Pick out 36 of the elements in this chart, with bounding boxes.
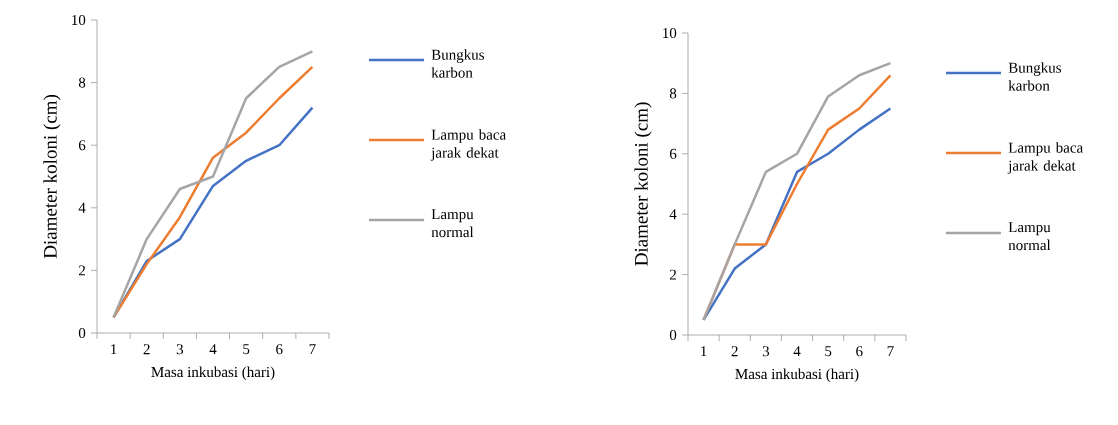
x-tick-label: 6: [856, 346, 863, 357]
x-tick-label: 7: [887, 346, 894, 357]
legend-label: Bungkus karbon: [1008, 62, 1062, 91]
y-axis-title: Diameter koloni (cm): [43, 95, 61, 259]
legend-label: Lampu baca jarak dekat: [430, 129, 506, 161]
x-tick-label: 4: [793, 346, 801, 357]
y-axis-title: Diameter koloni (cm): [634, 102, 652, 266]
y-tick-label: 2: [669, 269, 676, 280]
x-tick-label: 3: [762, 346, 770, 357]
y-tick-label: 4: [78, 202, 86, 213]
y-tick-label: 6: [78, 140, 86, 151]
x-tick-label: 6: [276, 344, 283, 355]
y-tick-label: 8: [669, 88, 677, 99]
x-tick-label: 1: [111, 344, 117, 355]
y-tick-label: 8: [78, 77, 86, 88]
x-tick-label: 2: [731, 346, 738, 357]
x-axis-title: Masa inkubasi (hari): [735, 368, 859, 383]
y-tick-label: 0: [78, 327, 86, 339]
legend-label: Lampu normal: [1008, 222, 1051, 251]
y-tick-label: 0: [669, 329, 677, 341]
y-tick-label: 10: [663, 27, 677, 39]
y-tick-label: 6: [669, 148, 677, 159]
legend-label: Lampu baca jarak dekat: [1007, 142, 1083, 174]
x-tick-label: 3: [176, 344, 184, 355]
legend-label: Bungkus karbon: [431, 49, 485, 78]
y-tick-label: 4: [669, 209, 677, 220]
x-tick-label: 5: [243, 344, 250, 355]
x-tick-label: 2: [143, 344, 150, 355]
legend-label: Lampu normal: [431, 209, 474, 238]
x-tick-label: 5: [825, 346, 832, 357]
y-tick-label: 10: [72, 14, 86, 26]
x-tick-label: 1: [701, 346, 707, 357]
x-tick-label: 4: [209, 344, 217, 355]
x-axis-title: Masa inkubasi (hari): [151, 366, 275, 381]
x-tick-label: 7: [309, 344, 316, 355]
y-tick-label: 2: [78, 265, 85, 276]
